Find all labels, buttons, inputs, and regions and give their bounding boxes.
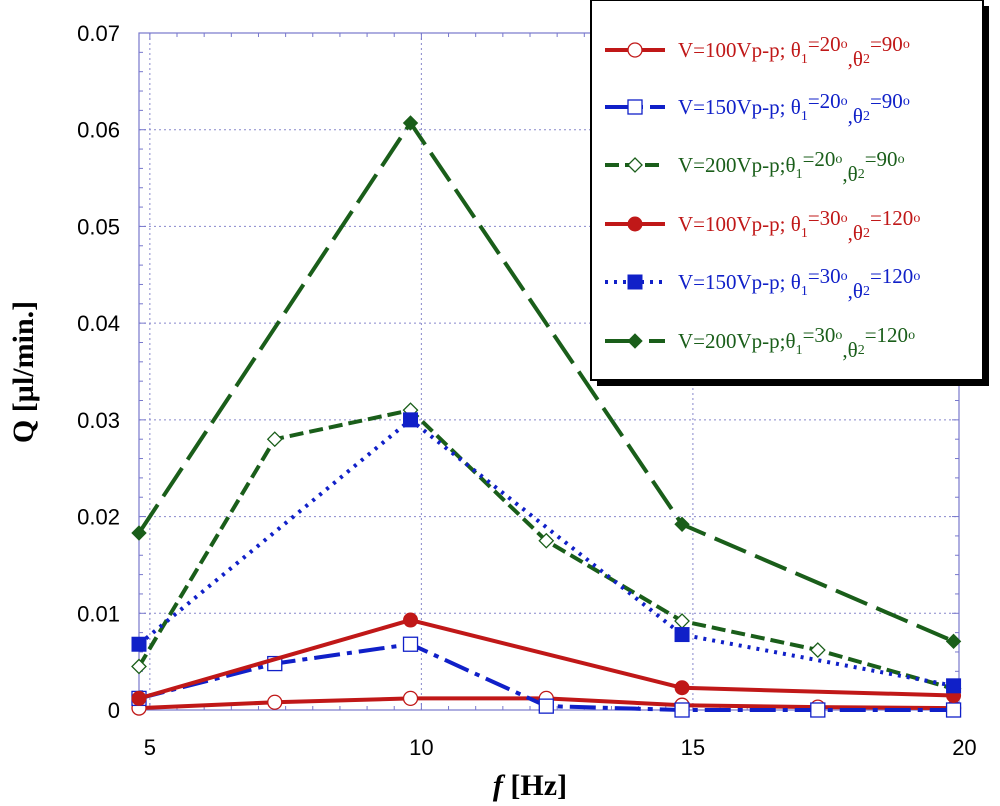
y-tick-label: 0.05 bbox=[77, 214, 120, 239]
y-tick-label: 0.02 bbox=[77, 505, 120, 530]
data-point bbox=[403, 412, 419, 428]
legend-box bbox=[590, 0, 984, 381]
data-point bbox=[674, 702, 690, 718]
legend-item: V=200Vp-p;θ1=30o,θ2=120o bbox=[605, 323, 915, 362]
data-point bbox=[131, 636, 147, 652]
data-point bbox=[402, 636, 419, 652]
y-tick-label: 0.03 bbox=[77, 408, 120, 433]
data-point bbox=[538, 532, 555, 549]
legend-label: V=150Vp-p; θ1=30o,θ2=120o bbox=[678, 264, 920, 303]
data-point bbox=[674, 680, 690, 696]
legend-marker bbox=[627, 274, 643, 290]
x-tick-label: 15 bbox=[681, 735, 705, 760]
data-point bbox=[131, 658, 147, 675]
data-point bbox=[267, 694, 283, 710]
data-point bbox=[402, 115, 419, 131]
y-tick-labels: 0 0.01 0.02 0.03 0.04 0.05 0.06 0.07 bbox=[77, 21, 120, 723]
x-tick-label: 5 bbox=[144, 735, 156, 760]
data-point bbox=[402, 690, 419, 707]
series-layer bbox=[131, 115, 962, 718]
y-tick-label: 0.07 bbox=[77, 21, 120, 46]
legend: V=100Vp-p; θ1=20o,θ2=90o V=150Vp-p; θ1=20… bbox=[590, 0, 989, 386]
legend-marker bbox=[627, 216, 643, 232]
x-tick-label: 20 bbox=[952, 735, 976, 760]
series-5 bbox=[131, 412, 962, 694]
legend-label: V=100Vp-p; θ1=20o,θ2=90o bbox=[678, 32, 910, 71]
data-point bbox=[945, 633, 962, 650]
data-point bbox=[674, 516, 690, 533]
data-point bbox=[403, 612, 419, 628]
legend-item: V=200Vp-p;θ1=20o,θ2=90o bbox=[605, 147, 905, 186]
legend-item: V=150Vp-p; θ1=30o,θ2=120o bbox=[605, 264, 920, 303]
legend-marker bbox=[627, 157, 643, 173]
series-line bbox=[138, 618, 954, 701]
series-line bbox=[137, 120, 955, 644]
legend-marker bbox=[627, 99, 643, 115]
legend-marker bbox=[627, 333, 643, 349]
y-tick-label: 0.04 bbox=[77, 311, 120, 336]
legend-label: V=200Vp-p;θ1=20o,θ2=90o bbox=[678, 147, 905, 186]
legend-label: V=100Vp-p; θ1=30o,θ2=120o bbox=[678, 206, 920, 245]
y-tick-label: 0.06 bbox=[77, 118, 120, 143]
data-point bbox=[131, 690, 147, 706]
legend-label: V=150Vp-p; θ1=20o,θ2=90o bbox=[678, 89, 910, 128]
y-axis-title: Q [µl/min.] bbox=[7, 301, 40, 443]
legend-label: V=200Vp-p;θ1=30o,θ2=120o bbox=[678, 323, 915, 362]
legend-item: V=150Vp-p; θ1=20o,θ2=90o bbox=[605, 89, 910, 128]
x-tick-label: 10 bbox=[409, 735, 433, 760]
data-point bbox=[131, 525, 147, 541]
data-point bbox=[809, 642, 826, 658]
data-point bbox=[674, 627, 690, 643]
data-point bbox=[810, 702, 826, 718]
y-tick-label: 0.01 bbox=[77, 601, 120, 626]
data-point bbox=[266, 431, 283, 448]
x-tick-labels: 5 10 15 20 bbox=[144, 735, 977, 760]
legend-item: V=100Vp-p; θ1=30o,θ2=120o bbox=[605, 206, 920, 245]
series-6 bbox=[131, 115, 962, 650]
data-point bbox=[946, 678, 962, 694]
data-point bbox=[538, 698, 554, 714]
series-3 bbox=[131, 402, 962, 697]
data-point bbox=[945, 702, 962, 718]
legend-marker bbox=[627, 42, 643, 58]
y-tick-label: 0 bbox=[108, 698, 120, 723]
series-line bbox=[137, 408, 955, 691]
legend-item: V=100Vp-p; θ1=20o,θ2=90o bbox=[605, 32, 910, 71]
x-axis-title: f [Hz] bbox=[493, 769, 567, 802]
